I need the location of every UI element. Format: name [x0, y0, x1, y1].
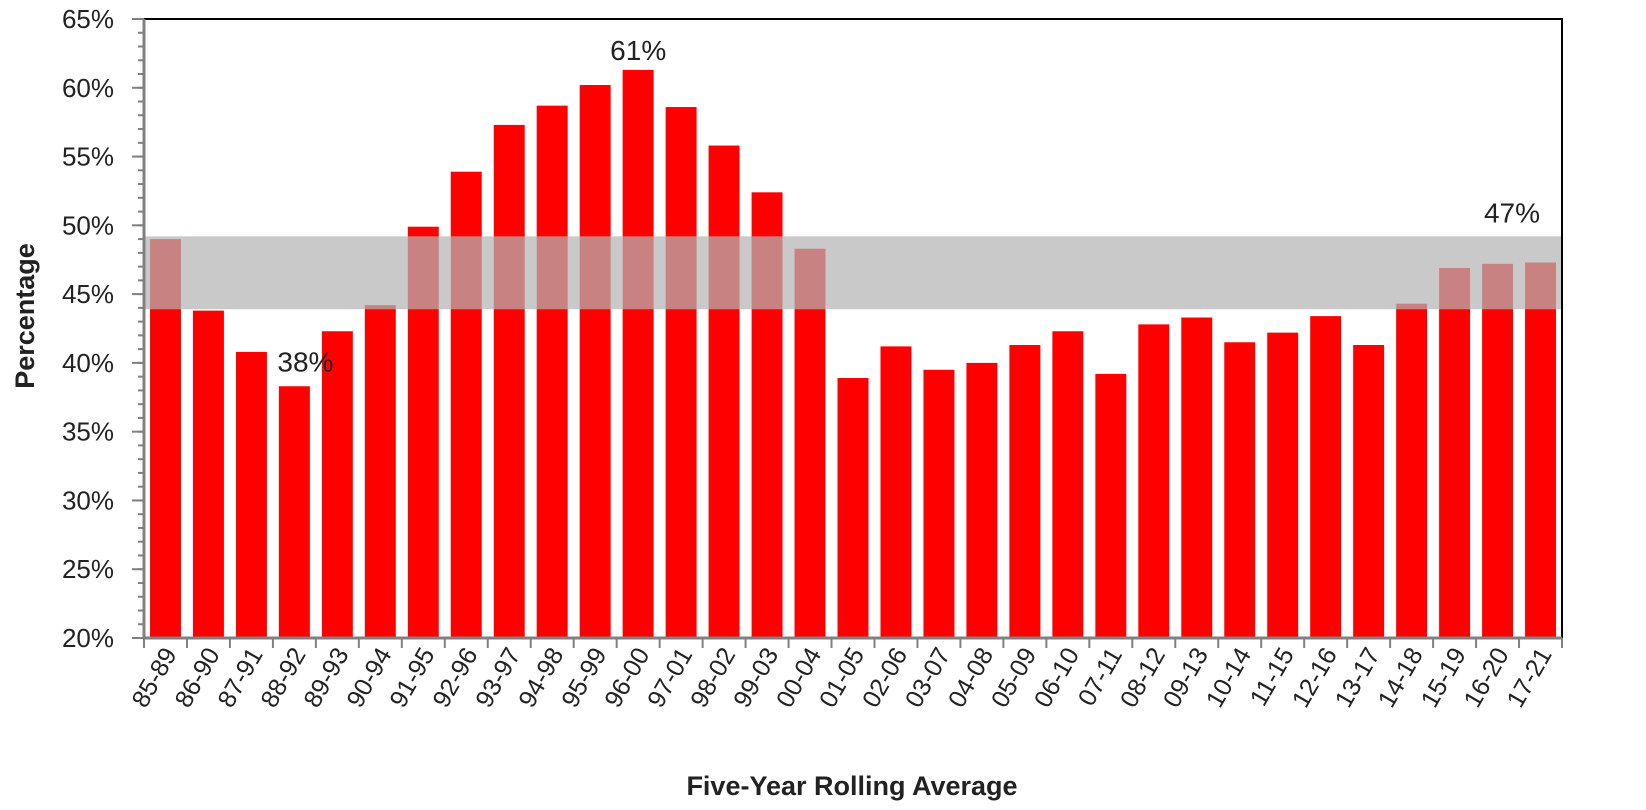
x-tick-label: 06-10	[1029, 643, 1085, 712]
bar-87-91	[235, 351, 267, 638]
y-tick-label: 30%	[62, 485, 114, 515]
bar-86-90	[192, 310, 224, 638]
y-tick-label: 45%	[62, 279, 114, 309]
x-axis-title: Five-Year Rolling Average	[686, 771, 1017, 801]
annotation-17-21: 47%	[1484, 198, 1540, 229]
bar-14-18	[1396, 303, 1428, 638]
x-tick-label: 17-21	[1501, 643, 1557, 712]
y-tick-label: 60%	[62, 73, 114, 103]
y-tick-label: 20%	[62, 623, 114, 653]
reference-band	[144, 236, 1562, 310]
bar-04-08	[966, 362, 998, 638]
annotation-88-92: 38%	[277, 346, 333, 377]
x-axis: 85-8986-9087-9188-9289-9390-9491-9592-96…	[126, 636, 1563, 712]
annotation-96-00: 61%	[610, 35, 666, 66]
bar-16-20	[1482, 263, 1514, 638]
bar-11-15	[1267, 332, 1299, 638]
y-axis: 20% 25% 30% 35% 40% 45% 50% 55% 60% 65%	[62, 4, 146, 653]
y-tick-label: 25%	[62, 554, 114, 584]
bar-01-05	[837, 378, 869, 638]
bar-90-94	[364, 305, 396, 638]
bar-07-11	[1095, 373, 1127, 638]
bar-15-19	[1439, 267, 1471, 638]
bar-06-10	[1052, 331, 1084, 638]
bar-12-16	[1310, 316, 1342, 638]
bar-88-92	[278, 386, 310, 638]
y-tick-label: 50%	[62, 210, 114, 240]
bar-03-07	[923, 369, 955, 638]
bar-98-02	[708, 145, 740, 639]
bar-09-13	[1181, 317, 1213, 638]
y-tick-label: 55%	[62, 142, 114, 172]
y-axis-title: Percentage	[10, 243, 40, 389]
bar-10-14	[1224, 342, 1256, 638]
y-tick-label: 40%	[62, 348, 114, 378]
bar-08-12	[1138, 324, 1170, 638]
bar-13-17	[1353, 345, 1385, 638]
x-tick-label: 10-14	[1201, 643, 1257, 712]
annotations-group: 38% 61% 47%	[277, 35, 1540, 377]
bar-05-09	[1009, 345, 1041, 638]
bar-94-98	[536, 105, 568, 638]
bar-02-06	[880, 346, 912, 638]
bar-89-93	[321, 331, 353, 638]
bar-00-04	[794, 248, 826, 638]
y-tick-label: 35%	[62, 417, 114, 447]
bar-93-97	[493, 124, 525, 639]
bar-17-21	[1525, 262, 1556, 638]
y-tick-label: 65%	[62, 4, 114, 34]
bar-96-00	[622, 69, 654, 638]
bar-95-99	[579, 85, 611, 638]
bars-group	[150, 69, 1556, 639]
bar-97-01	[665, 107, 697, 639]
